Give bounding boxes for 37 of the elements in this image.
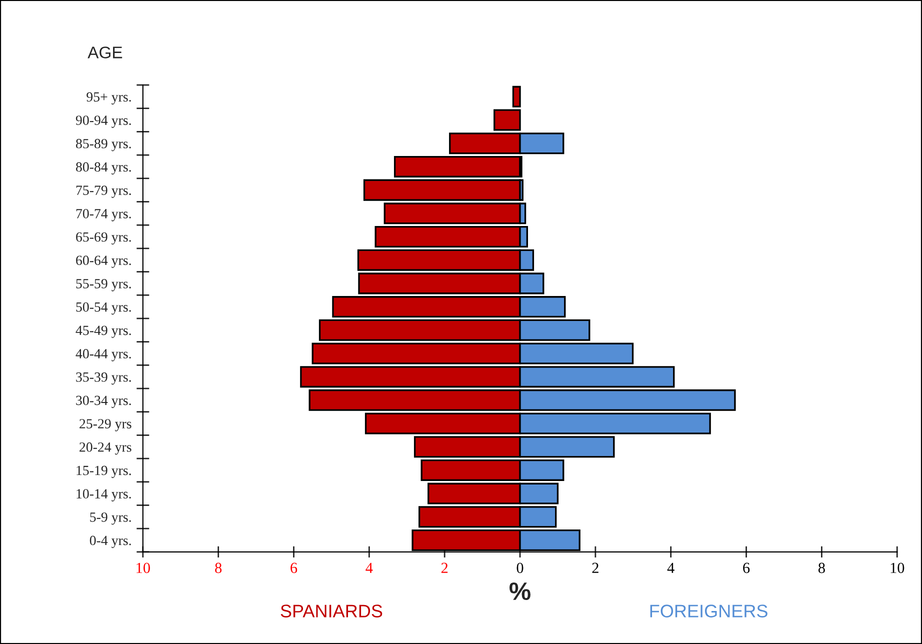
x-tick-label: 8 bbox=[818, 562, 825, 574]
x-tick-label: 6 bbox=[290, 562, 298, 574]
y-tick-label: 70-74 yrs. bbox=[76, 208, 131, 222]
y-tick-label: 65-69 yrs. bbox=[76, 232, 131, 245]
bar bbox=[512, 86, 521, 108]
x-tick-label: 4 bbox=[366, 562, 373, 573]
y-tick-label: 10-14 yrs. bbox=[76, 489, 131, 502]
y-tick-label: 50-54 yrs. bbox=[76, 302, 131, 315]
y-tick-label: 40-44 yrs. bbox=[76, 349, 131, 362]
y-tick-label: 15-19 yrs. bbox=[76, 466, 131, 478]
bar bbox=[394, 156, 521, 178]
y-tick-label: 35-39 yrs. bbox=[76, 372, 131, 385]
x-tick-label: 4 bbox=[667, 562, 674, 573]
x-axis-title: % bbox=[510, 582, 530, 600]
y-tick-label: 85-89 yrs. bbox=[76, 138, 131, 152]
y-tick-label: 30-34 yrs. bbox=[76, 396, 131, 408]
x-tick-label: 2 bbox=[441, 562, 448, 573]
y-tick-label: 80-84 yrs. bbox=[76, 162, 131, 175]
x-tick-label: 6 bbox=[743, 562, 750, 574]
y-tick-label: 45-49 yrs. bbox=[76, 326, 131, 338]
y-tick-label: 25-29 yrs bbox=[80, 419, 132, 432]
y-tick-label: 20-24 yrs bbox=[80, 442, 132, 455]
x-tick-label: 0 bbox=[516, 562, 524, 574]
y-tick-label: 60-64 yrs. bbox=[76, 256, 131, 268]
x-tick-label: 2 bbox=[592, 562, 598, 573]
y-tick-label: 0-4 yrs. bbox=[90, 536, 131, 548]
y-tick-label: 5-9 yrs. bbox=[90, 512, 131, 525]
x-tick-label: 10 bbox=[890, 562, 904, 574]
y-tick-label: 95+ yrs. bbox=[86, 92, 131, 104]
text: FOREIGNERS bbox=[650, 604, 768, 618]
y-tick-label: 55-59 yrs. bbox=[76, 279, 131, 292]
y-axis-title: AGE bbox=[88, 46, 122, 58]
y-tick-label: 75-79 yrs. bbox=[76, 186, 131, 198]
x-tick-label: 8 bbox=[215, 562, 222, 574]
y-tick-label: 90-94 yrs. bbox=[76, 116, 131, 128]
x-tick-label: 10 bbox=[136, 562, 150, 574]
text: SPANIARDS bbox=[280, 604, 382, 618]
